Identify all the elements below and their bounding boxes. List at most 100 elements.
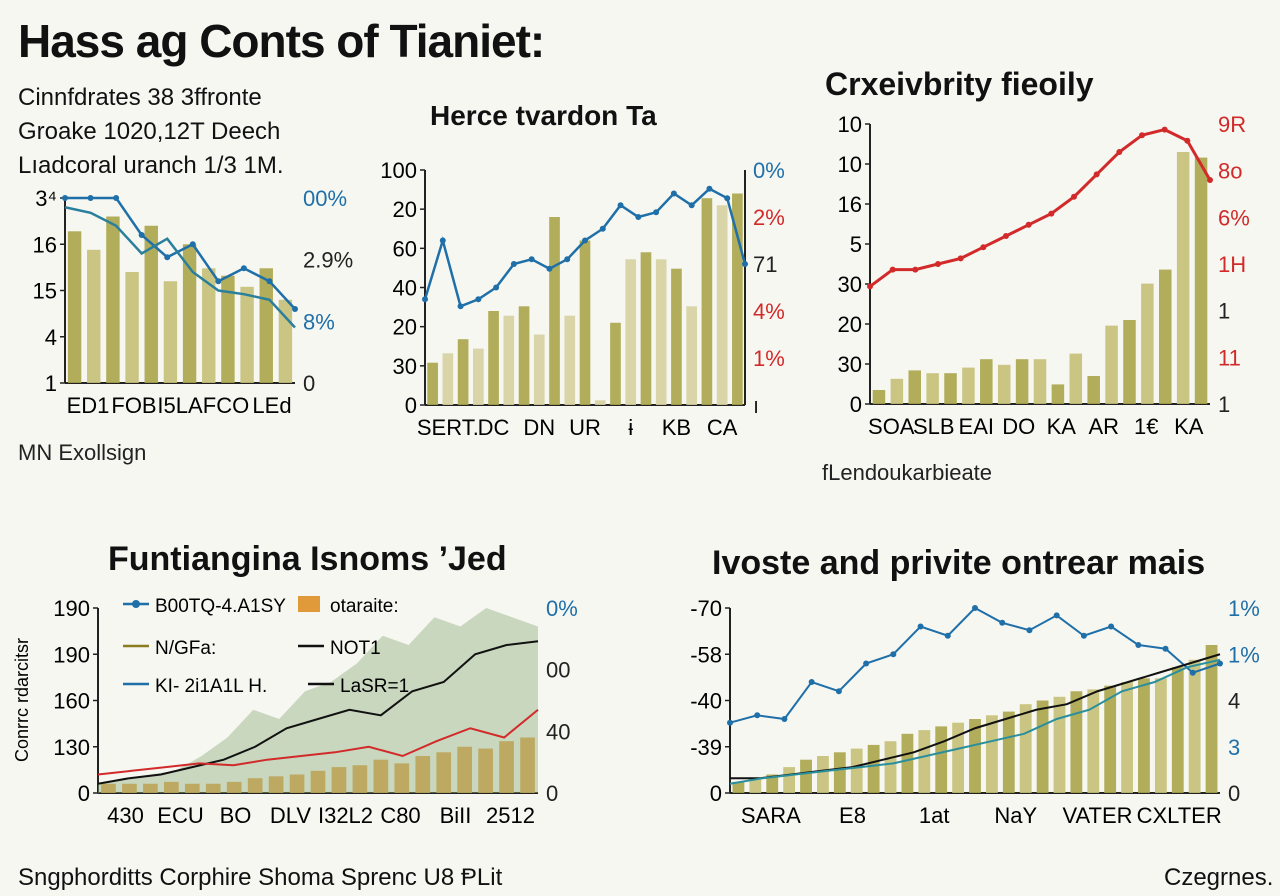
x-tick-label: DC xyxy=(478,415,510,440)
right-tick-label: 2% xyxy=(753,205,785,230)
bar xyxy=(247,778,263,793)
info-line-2: Groake 1020,12T Deech xyxy=(18,118,281,145)
bar xyxy=(997,364,1011,404)
bar xyxy=(610,322,621,405)
bar xyxy=(164,781,179,793)
bar xyxy=(184,783,200,793)
point xyxy=(439,237,446,244)
bar xyxy=(518,306,530,405)
bar xyxy=(962,367,975,404)
legend-label: N/GFa: xyxy=(155,638,216,659)
y-tick-label: 160 xyxy=(53,689,90,714)
point xyxy=(1080,632,1087,639)
bar xyxy=(310,770,326,793)
bar xyxy=(625,259,637,405)
y-tick-label: 10 xyxy=(838,152,862,177)
y-tick-label: 190 xyxy=(53,596,90,621)
point xyxy=(1003,233,1009,239)
x-tick-label: DO xyxy=(1002,414,1035,439)
bar xyxy=(640,252,652,405)
bar xyxy=(1036,700,1049,793)
y-tick-label: 5 xyxy=(850,232,862,257)
bar xyxy=(1105,325,1118,404)
x-tick-label: LEd xyxy=(252,393,291,418)
bar xyxy=(549,217,560,405)
right-tick-label: 0 xyxy=(303,371,315,396)
bar xyxy=(533,334,545,405)
bar xyxy=(163,281,178,383)
bar xyxy=(143,783,158,793)
point xyxy=(1053,612,1060,619)
bar xyxy=(226,781,242,793)
bar xyxy=(520,737,535,793)
bar xyxy=(935,726,948,793)
point xyxy=(917,623,924,630)
right-tick-label: 0% xyxy=(546,596,578,621)
right-tick-label: 1 xyxy=(1218,299,1230,324)
x-tick-label: FCO xyxy=(203,393,249,418)
point xyxy=(867,283,873,290)
bar xyxy=(106,216,120,383)
legend-marker xyxy=(132,600,140,608)
x-tick-label: 2512 xyxy=(486,803,535,828)
bar xyxy=(331,767,347,793)
right-tick-label: 1H xyxy=(1218,252,1246,277)
bar xyxy=(240,286,254,383)
y-tick-label: 20 xyxy=(838,312,862,337)
info-line-3: Lıadcoral uranch 1/3 1M. xyxy=(18,152,284,179)
bar xyxy=(926,373,939,404)
y-tick-label: 30 xyxy=(838,272,862,297)
bar xyxy=(872,390,886,404)
bar xyxy=(144,225,158,383)
chart3-caption: fLendoukarbieate xyxy=(822,460,993,485)
x-tick-label: C80 xyxy=(380,803,420,828)
point xyxy=(215,278,222,285)
x-tick-label: SERT. xyxy=(417,415,479,440)
bar xyxy=(457,339,469,405)
y-tick-label: 0 xyxy=(850,392,862,417)
bar xyxy=(579,240,591,405)
x-tick-label: EAI xyxy=(959,414,994,439)
chart4-title: Funtiangina Isnoms ’Jed xyxy=(108,540,507,578)
bar xyxy=(564,315,576,405)
line-line-a xyxy=(65,196,296,310)
bar xyxy=(1002,711,1015,793)
chart1-caption: MN Exollsign xyxy=(18,440,147,465)
bar xyxy=(686,306,697,405)
point xyxy=(457,303,464,310)
point xyxy=(528,256,535,263)
bar xyxy=(732,193,743,405)
legend-label: LaSR=1 xyxy=(340,676,409,697)
bar xyxy=(1138,678,1150,793)
bar xyxy=(1194,157,1208,404)
footer-right: Czegrnes. xyxy=(1164,864,1274,891)
bar xyxy=(122,783,137,793)
bar xyxy=(1205,645,1218,793)
line-line xyxy=(869,128,1212,288)
point xyxy=(113,195,120,201)
bar xyxy=(67,231,82,383)
bar xyxy=(985,715,998,793)
info-line-1: Cinnfdrates 38 3ffronte xyxy=(18,84,262,111)
bar xyxy=(980,359,993,404)
bar xyxy=(473,348,484,405)
bar xyxy=(800,759,812,793)
point xyxy=(493,284,500,291)
y-tick-label: 15 xyxy=(33,279,57,304)
point xyxy=(653,209,660,216)
point xyxy=(912,266,919,273)
x-tick-label: CXLTER xyxy=(1137,803,1222,828)
bar xyxy=(817,756,829,793)
x-tick-label: BiII xyxy=(440,803,472,828)
point xyxy=(944,632,951,639)
x-tick-label: 1€ xyxy=(1134,414,1158,439)
y-tick-label: 0 xyxy=(405,393,417,418)
point xyxy=(564,256,571,263)
bar xyxy=(701,198,713,405)
bar xyxy=(850,748,863,793)
bar xyxy=(1015,359,1029,404)
right-tick-label: 40 xyxy=(546,719,570,744)
line-teal xyxy=(729,658,1221,785)
point xyxy=(957,255,964,262)
point xyxy=(87,195,94,201)
